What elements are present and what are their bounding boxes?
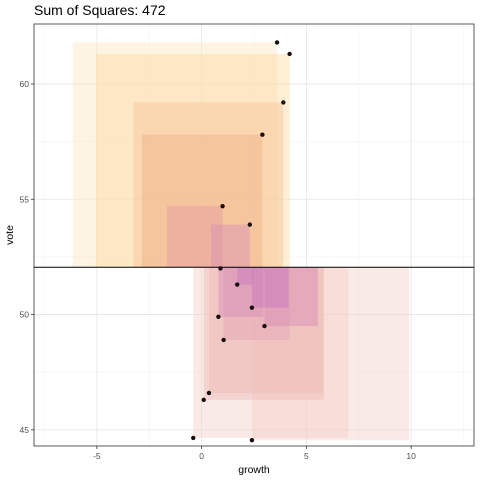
data-point: [206, 390, 212, 396]
residual-square: [95, 53, 290, 268]
residual-square: [218, 267, 264, 317]
y-tick-label: 45: [20, 425, 30, 435]
y-tick-label: 55: [20, 194, 30, 204]
data-point: [201, 397, 206, 403]
data-point: [218, 266, 223, 271]
data-point: [249, 438, 255, 443]
data-point: [262, 323, 267, 329]
x-tick-label: 10: [406, 451, 416, 461]
residual-square: [167, 206, 223, 268]
y-axis-title: vote: [4, 225, 16, 245]
major-gridlines: [34, 24, 474, 446]
data-point: [287, 51, 292, 57]
chart-title: Sum of Squares: 472: [34, 2, 166, 18]
data-point: [235, 282, 240, 287]
residual-square: [193, 267, 349, 438]
minor-gridlines: [34, 24, 474, 446]
x-tick-label: -5: [93, 451, 101, 461]
data-point: [281, 100, 286, 105]
residual-square: [237, 267, 253, 285]
x-tick-label: 0: [199, 451, 204, 461]
plot-border: [33, 23, 475, 447]
residual-square: [72, 42, 278, 268]
y-tick-label: 50: [20, 310, 30, 320]
residual-square: [208, 267, 324, 393]
data-point: [249, 305, 255, 310]
data-point: [191, 435, 196, 441]
residual-square: [264, 267, 318, 327]
residual-square: [251, 267, 289, 308]
data-points: [191, 40, 292, 443]
data-point: [220, 203, 225, 209]
data-point: [260, 132, 265, 137]
y-axis-ticks: 45 50 55 60: [20, 79, 34, 435]
x-axis-title: growth: [238, 464, 270, 476]
x-axis-ticks: -5 0 5 10: [93, 446, 416, 461]
data-point: [274, 40, 280, 45]
residual-square: [223, 267, 290, 340]
residual-square: [133, 102, 284, 268]
data-point: [221, 337, 226, 343]
residual-squares: [72, 42, 410, 441]
data-point: [216, 314, 221, 320]
data-point: [247, 222, 253, 227]
residual-square: [203, 267, 325, 400]
residual-square: [141, 134, 263, 268]
y-tick-label: 60: [20, 79, 30, 89]
residual-square: [211, 224, 250, 268]
residual-square: [251, 267, 410, 441]
x-tick-label: 5: [304, 451, 309, 461]
